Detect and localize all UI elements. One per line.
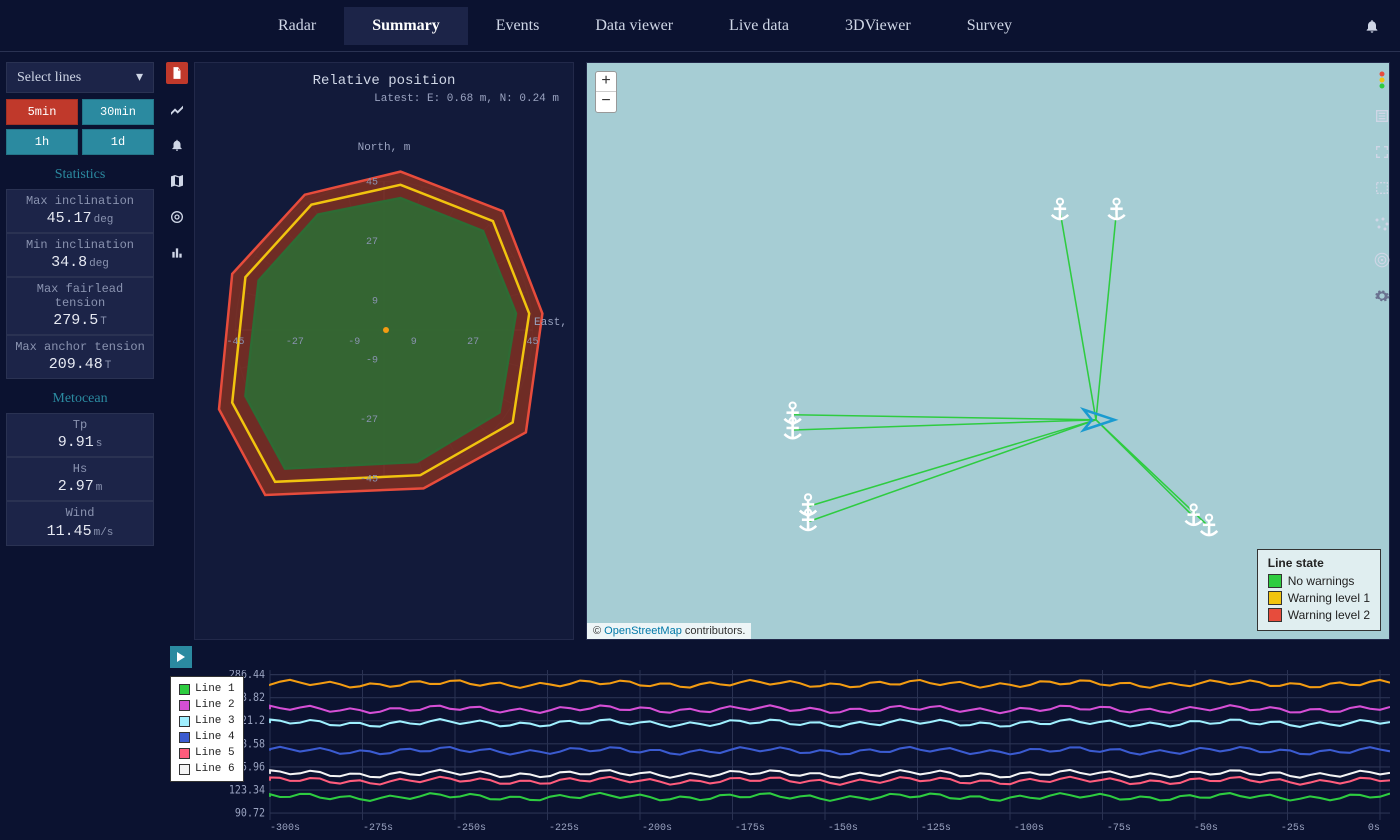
traffic-light-icon[interactable] xyxy=(1370,68,1394,92)
svg-text:-9: -9 xyxy=(348,337,360,348)
svg-text:45: 45 xyxy=(526,337,538,348)
legend-item: Warning level 1 xyxy=(1268,591,1370,605)
stat-max-inclination: Max inclination45.17deg xyxy=(6,189,154,233)
metocean-hs: Hs2.97m xyxy=(6,457,154,501)
ts-legend-item: Line 2 xyxy=(179,697,235,713)
polar-latest-value: Latest: E: 0.68 m, N: 0.24 m xyxy=(195,93,573,105)
legend-item: Warning level 2 xyxy=(1268,608,1370,622)
map-attribution: © OpenStreetMap contributors. xyxy=(587,623,751,639)
map-panel[interactable]: + − © OpenStreetMap contributors. Line s… xyxy=(586,62,1390,640)
polar-chart-panel: Relative position Latest: E: 0.68 m, N: … xyxy=(194,62,574,640)
zoom-in-button[interactable]: + xyxy=(596,72,616,92)
time-range-1d[interactable]: 1d xyxy=(82,129,154,155)
svg-text:-9: -9 xyxy=(366,356,378,367)
top-nav: RadarSummaryEventsData viewerLive data3D… xyxy=(0,0,1400,52)
svg-text:-45: -45 xyxy=(226,337,244,348)
play-button[interactable] xyxy=(170,646,192,668)
metocean-tp: Tp9.91s xyxy=(6,413,154,457)
svg-text:9: 9 xyxy=(372,296,378,307)
svg-text:45: 45 xyxy=(366,178,378,189)
fullscreen-icon[interactable] xyxy=(1370,140,1394,164)
metocean-wind: Wind11.45m/s xyxy=(6,501,154,545)
settings-icon[interactable] xyxy=(1370,284,1394,308)
timeseries-x-axis: -300s-275s-250s-225s-200s-175s-150s-125s… xyxy=(170,823,1390,834)
ts-legend-item: Line 4 xyxy=(179,729,235,745)
tool-rail-left xyxy=(160,52,194,640)
map-icon[interactable] xyxy=(166,170,188,192)
svg-text:27: 27 xyxy=(467,337,479,348)
osm-link[interactable]: OpenStreetMap xyxy=(604,625,682,637)
polar-chart: North, m East, m -45 -45 -27 -27 -9 -9 9 9 27 27 45 4… xyxy=(199,105,569,525)
stat-max-fairlead-tension: Max fairlead tension279.5T xyxy=(6,277,154,334)
select-lines-label: Select lines xyxy=(17,70,81,86)
document-icon[interactable] xyxy=(166,62,188,84)
time-range-5min[interactable]: 5min xyxy=(6,99,78,125)
polar-title: Relative position xyxy=(195,63,573,93)
scatter-icon[interactable] xyxy=(1370,212,1394,236)
list-icon[interactable] xyxy=(1370,104,1394,128)
tab-survey[interactable]: Survey xyxy=(939,7,1040,45)
legend-item: No warnings xyxy=(1268,574,1370,588)
tab-summary[interactable]: Summary xyxy=(344,7,468,45)
ts-legend-item: Line 1 xyxy=(179,681,235,697)
svg-text:East, m: East, m xyxy=(534,317,569,329)
stat-max-anchor-tension: Max anchor tension209.48T xyxy=(6,335,154,379)
tab-3dviewer[interactable]: 3DViewer xyxy=(817,7,939,45)
timeseries-legend: Line 1Line 2Line 3Line 4Line 5Line 6 xyxy=(170,676,244,782)
legend-title: Line state xyxy=(1268,556,1370,570)
timeseries-chart: 286.44253.82221.2188.58155.96123.3490.72 xyxy=(170,670,1390,820)
left-sidebar: Select lines ▾ 5min30min1h1d Statistics … xyxy=(0,52,160,640)
time-range-30min[interactable]: 30min xyxy=(82,99,154,125)
select-box-icon[interactable] xyxy=(1370,176,1394,200)
stat-min-inclination: Min inclination34.8deg xyxy=(6,233,154,277)
svg-text:-45: -45 xyxy=(360,475,378,486)
statistics-header: Statistics xyxy=(6,167,154,183)
svg-text:27: 27 xyxy=(366,237,378,248)
tab-data-viewer[interactable]: Data viewer xyxy=(567,7,701,45)
chevron-down-icon: ▾ xyxy=(136,69,143,86)
tool-rail-right xyxy=(1370,68,1394,308)
svg-text:-27: -27 xyxy=(286,337,304,348)
ts-legend-item: Line 3 xyxy=(179,713,235,729)
map-zoom-controls: + − xyxy=(595,71,617,113)
zoom-out-button[interactable]: − xyxy=(596,92,616,112)
svg-text:-27: -27 xyxy=(360,415,378,426)
svg-text:123.34: 123.34 xyxy=(229,783,265,797)
time-range-buttons: 5min30min1h1d xyxy=(6,99,154,155)
time-range-1h[interactable]: 1h xyxy=(6,129,78,155)
timeseries-panel: Line 1Line 2Line 3Line 4Line 5Line 6 286… xyxy=(0,640,1400,830)
ts-legend-item: Line 6 xyxy=(179,761,235,777)
bell-icon[interactable] xyxy=(166,134,188,156)
target-icon[interactable] xyxy=(166,206,188,228)
notifications-icon[interactable] xyxy=(1364,18,1380,39)
ts-legend-item: Line 5 xyxy=(179,745,235,761)
tab-live-data[interactable]: Live data xyxy=(701,7,817,45)
radar-circle-icon[interactable] xyxy=(1370,248,1394,272)
select-lines-dropdown[interactable]: Select lines ▾ xyxy=(6,62,154,93)
line-state-legend: Line state No warnings Warning level 1 War… xyxy=(1257,549,1381,631)
svg-text:North, m: North, m xyxy=(358,142,411,154)
svg-text:9: 9 xyxy=(411,337,417,348)
tab-events[interactable]: Events xyxy=(468,7,568,45)
bars-icon[interactable] xyxy=(166,242,188,264)
metocean-header: Metocean xyxy=(6,391,154,407)
chart-line-icon[interactable] xyxy=(166,98,188,120)
svg-text:90.72: 90.72 xyxy=(235,806,265,820)
tab-radar[interactable]: Radar xyxy=(250,7,344,45)
